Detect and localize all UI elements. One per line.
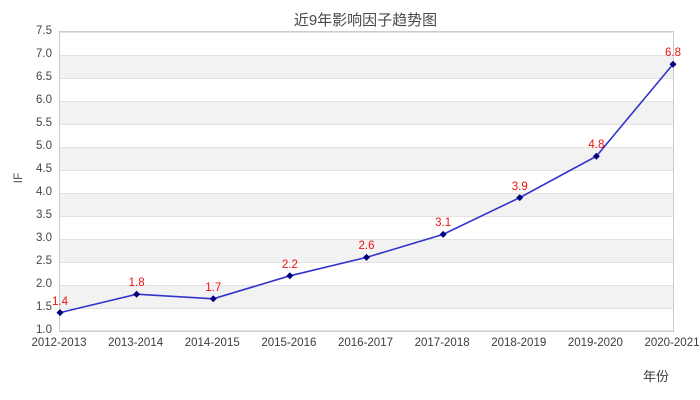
y-tick-label: 6.0 (36, 94, 52, 106)
point-value-label: 4.8 (588, 139, 605, 152)
y-tick-label: 2.0 (36, 278, 52, 290)
gridline (60, 55, 673, 56)
data-point-marker (133, 290, 141, 298)
if-trend-line-series (56, 60, 677, 317)
x-tick-label: 2015-2016 (261, 337, 317, 349)
data-point-marker (516, 194, 524, 202)
gridline (60, 239, 673, 240)
y-tick-label: 7.0 (36, 48, 52, 60)
grid-band (60, 147, 673, 170)
data-point-marker (669, 60, 677, 68)
data-point-marker (286, 272, 294, 280)
y-tick-label: 6.5 (36, 71, 52, 83)
point-value-label: 2.6 (358, 240, 375, 253)
x-tick-label: 2017-2018 (414, 337, 470, 349)
y-tick-label: 5.5 (36, 117, 52, 129)
x-tick-label: 2012-2013 (31, 337, 87, 349)
chart-title: 近9年影响因子趋势图 (293, 12, 438, 29)
y-axis-tick-labels: 7.5 7.0 6.5 6.0 5.5 5.0 4.5 4.0 3.5 3.0 2.5 2.0 1.5 1… (0, 25, 52, 336)
x-tick-label: 2014-2015 (184, 337, 240, 349)
data-point-marker (439, 230, 447, 238)
gridline (60, 308, 673, 309)
y-tick-label: 4.5 (36, 163, 52, 175)
x-tick-label: 2013-2014 (108, 337, 164, 349)
y-tick-label: 4.0 (36, 186, 52, 198)
data-point-marker (56, 309, 64, 317)
point-value-label: 1.7 (205, 281, 222, 294)
plot-area: 1.4 1.8 1.7 2.2 2.6 3.1 3.9 4.8 6.8 (52, 31, 681, 332)
x-tick-label: 2019-2020 (567, 337, 623, 349)
grid-band (60, 239, 673, 262)
x-tick-label: 2016-2017 (338, 337, 393, 349)
gridline (60, 101, 673, 102)
y-tick-label: 5.0 (36, 140, 52, 152)
data-point-marker (209, 295, 217, 303)
trend-line (59, 63, 674, 314)
grid-band (60, 101, 673, 124)
grid-band (60, 55, 673, 78)
data-point-marker (592, 152, 600, 160)
y-tick-label: 3.5 (36, 209, 52, 221)
gridline (60, 147, 673, 148)
point-value-label: 1.8 (128, 277, 145, 290)
x-axis-title: 年份 (642, 369, 669, 384)
point-value-label: 3.1 (435, 217, 452, 230)
point-value-label: 2.2 (281, 258, 298, 271)
point-value-label: 6.8 (665, 47, 681, 60)
gridline (60, 285, 673, 286)
y-tick-label: 1.5 (36, 301, 52, 313)
gridline (60, 124, 673, 125)
gridline (60, 216, 673, 217)
x-axis-tick-labels: 2012-2013 2013-2014 2014-2015 2015-2016 2016… (32, 337, 700, 351)
y-tick-label: 3.0 (36, 232, 52, 244)
gridline (60, 32, 673, 33)
y-tick-label: 7.5 (36, 25, 52, 37)
point-value-label: 3.9 (511, 180, 528, 193)
gridline (60, 193, 673, 194)
gridline (60, 78, 673, 79)
point-value-label: 1.4 (52, 295, 68, 308)
x-tick-label: 2018-2019 (491, 337, 547, 349)
y-tick-label: 1.0 (36, 324, 52, 336)
y-tick-label: 2.5 (36, 255, 52, 267)
data-point-marker (363, 253, 370, 261)
x-tick-label: 2020-2021 (644, 337, 700, 349)
gridline (60, 262, 673, 263)
gridline (60, 170, 673, 171)
gridline (60, 330, 673, 331)
